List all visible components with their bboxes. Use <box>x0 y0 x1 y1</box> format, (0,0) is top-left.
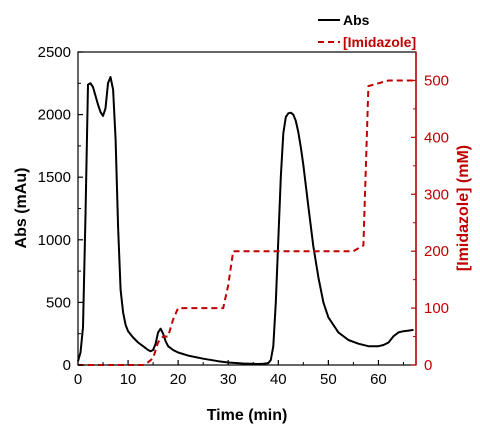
y-left-tick-label: 0 <box>63 357 71 374</box>
y-left-tick-label: 2000 <box>38 107 71 124</box>
x-tick-label: 20 <box>170 371 187 388</box>
series-imidazole-line <box>78 79 414 366</box>
legend: Abs [Imidazole] <box>318 12 416 50</box>
x-tick-label: 30 <box>220 371 237 388</box>
y-left-tick-label: 2500 <box>38 44 71 61</box>
y-right-tick-label: 300 <box>424 186 449 203</box>
y-left-tick-label: 1500 <box>38 169 71 186</box>
tick-layer: 0 10 20 30 40 50 60 0 500 1000 1500 2000 2500 0 100 200… <box>38 44 449 388</box>
y-right-axis-title: [Imidazole] (mM) <box>455 145 472 271</box>
series-layer <box>77 76 414 366</box>
y-right-tick-label: 200 <box>424 243 449 260</box>
y-right-tick-label: 500 <box>424 72 449 89</box>
legend-imidazole-label: [Imidazole] <box>343 34 416 50</box>
y-right-tick-label: 0 <box>424 357 432 374</box>
x-tick-label: 60 <box>370 371 387 388</box>
y-left-axis-title: Abs (mAu) <box>13 168 30 249</box>
y-left-tick-label: 1000 <box>38 232 71 249</box>
x-tick-label: 10 <box>120 371 137 388</box>
x-axis-title: Time (min) <box>207 407 288 424</box>
legend-abs-label: Abs <box>343 12 370 28</box>
x-tick-label: 40 <box>270 371 287 388</box>
y-right-tick-label: 400 <box>424 129 449 146</box>
x-tick-label: 0 <box>74 371 82 388</box>
y-right-tick-label: 100 <box>424 300 449 317</box>
x-tick-label: 50 <box>320 371 337 388</box>
plot-area-frame <box>77 51 417 366</box>
y-left-tick-label: 500 <box>46 294 71 311</box>
series-abs-line <box>77 76 414 365</box>
